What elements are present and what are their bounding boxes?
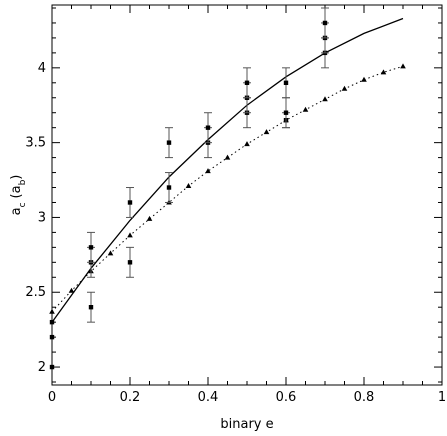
triangle-marker <box>205 168 211 174</box>
triangle-marker <box>185 183 192 189</box>
square-marker <box>127 260 133 265</box>
y-tick-label: 2.5 <box>25 285 46 300</box>
square-marker <box>49 319 55 325</box>
y-axis-label-paren-open: (a <box>9 185 24 198</box>
square-marker <box>88 245 94 250</box>
y-axis-label-base-sub: c <box>18 202 28 207</box>
square-marker <box>49 334 55 340</box>
square-marker <box>127 200 133 205</box>
triangle-marker <box>380 69 387 75</box>
y-tick-label: 3 <box>38 210 46 225</box>
x-tick-label: 0.2 <box>120 390 141 405</box>
triangle-marker <box>244 141 250 147</box>
triangle-marker <box>400 63 406 69</box>
solid-fit-curve <box>51 17 404 323</box>
square-marker <box>49 364 55 370</box>
y-axis-label-paren-sub: b <box>18 179 28 185</box>
x-tick-label: 0.6 <box>276 390 297 405</box>
triangle-marker <box>146 215 153 221</box>
triangle-marker <box>341 85 348 91</box>
y-tick-label: 3.5 <box>25 136 46 151</box>
x-tick-label: 0.4 <box>198 390 219 405</box>
y-axis-label: ac (ab) <box>9 175 28 216</box>
x-tick-label: 0.8 <box>354 390 375 405</box>
tick-labels: 0 0.2 0.4 0.6 0.8 1 2 2.5 3 3.5 4 <box>25 61 446 405</box>
y-axis-label-paren-close: ) <box>9 175 24 180</box>
y-tick-label: 4 <box>38 61 46 76</box>
axis-ticks <box>51 5 443 385</box>
square-marker <box>205 125 211 130</box>
plot-frame <box>51 4 443 386</box>
markers <box>49 7 406 370</box>
triangle-marker <box>68 287 75 293</box>
y-tick-label: 2 <box>38 360 46 375</box>
triangle-marker <box>49 308 55 314</box>
square-marker <box>283 110 289 115</box>
y-axis-label-base: a <box>9 207 24 215</box>
square-marker <box>322 20 328 26</box>
x-axis-label: binary e <box>220 417 273 432</box>
dotted-model-curve <box>51 65 404 313</box>
square-marker <box>283 80 289 85</box>
x-tick-label: 0 <box>48 390 56 405</box>
square-marker <box>244 80 250 85</box>
square-marker <box>166 185 172 190</box>
triangle-marker <box>224 154 231 160</box>
x-tick-label: 1 <box>438 390 446 405</box>
triangle-marker <box>302 106 309 112</box>
square-marker <box>166 140 172 145</box>
curves <box>51 17 404 323</box>
triangle-marker <box>322 96 328 102</box>
triangle-marker <box>127 232 133 238</box>
triangle-marker <box>263 129 270 135</box>
triangle-marker <box>361 76 367 82</box>
triangle-marker <box>107 250 114 256</box>
square-marker <box>88 305 94 310</box>
